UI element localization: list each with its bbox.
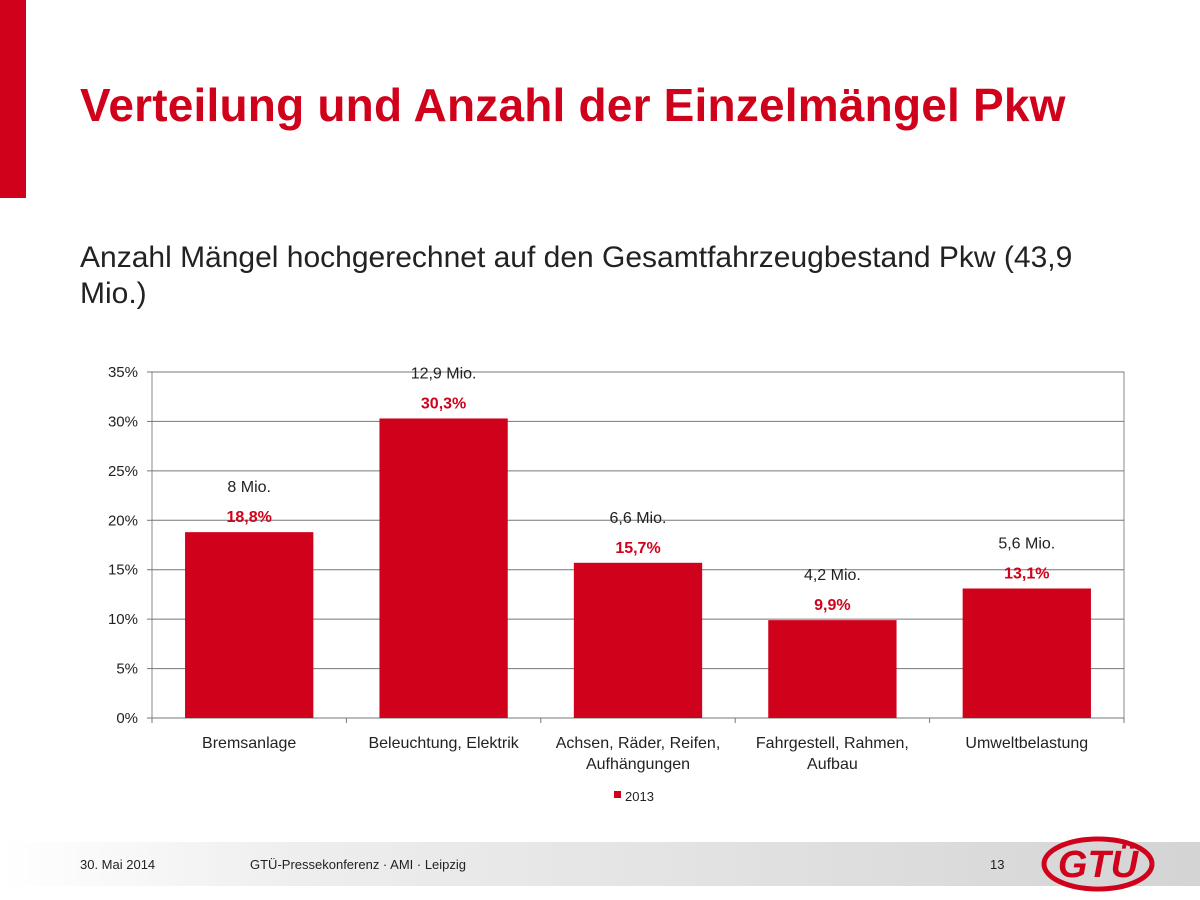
count-label: 12,9 Mio.: [411, 365, 477, 382]
bar: [573, 562, 703, 718]
y-tick-label: 0%: [116, 710, 138, 727]
footer: 30. Mai 2014 GTÜ-Pressekonferenz · AMI ·…: [0, 842, 1200, 886]
page-number: 13: [990, 857, 1005, 872]
bar: [768, 620, 897, 718]
category-label: Fahrgestell, Rahmen,: [756, 735, 909, 752]
category-label: Aufbau: [807, 756, 858, 773]
value-label: 9,9%: [814, 597, 850, 614]
bar: [379, 418, 508, 718]
y-tick-label: 20%: [108, 512, 138, 529]
value-label: 18,8%: [227, 509, 272, 526]
legend-label: 2013: [625, 789, 654, 804]
value-label: 13,1%: [1004, 565, 1049, 582]
category-label: Umweltbelastung: [965, 735, 1088, 752]
y-tick-label: 35%: [108, 364, 138, 381]
value-label: 30,3%: [421, 395, 466, 412]
category-label: Achsen, Räder, Reifen,: [556, 735, 721, 752]
y-tick-label: 5%: [116, 661, 138, 678]
footer-date: 30. Mai 2014: [80, 857, 156, 872]
count-label: 6,6 Mio.: [610, 510, 667, 527]
footer-event: GTÜ-Pressekonferenz · AMI · Leipzig: [250, 857, 467, 872]
y-tick-label: 15%: [108, 562, 138, 579]
bar: [185, 532, 314, 718]
category-label: Beleuchtung, Elektrik: [368, 735, 519, 752]
value-label: 15,7%: [615, 540, 660, 557]
y-tick-label: 25%: [108, 463, 138, 480]
bar: [962, 588, 1091, 718]
count-label: 5,6 Mio.: [998, 535, 1055, 552]
count-label: 4,2 Mio.: [804, 567, 861, 584]
legend-swatch: [614, 791, 621, 798]
category-label: Aufhängungen: [586, 756, 690, 773]
accent-bar: [0, 0, 26, 198]
y-tick-label: 10%: [108, 611, 138, 628]
slide-title: Verteilung und Anzahl der Einzelmängel P…: [80, 79, 1066, 131]
slide-subtitle: Anzahl Mängel hochgerechnet auf den Gesa…: [80, 241, 1073, 310]
count-label: 8 Mio.: [227, 479, 271, 496]
logo-text: GTÜ: [1058, 843, 1140, 886]
gtu-logo: GTÜ: [1041, 836, 1155, 892]
category-label: Bremsanlage: [202, 735, 296, 752]
y-tick-label: 30%: [108, 413, 138, 430]
